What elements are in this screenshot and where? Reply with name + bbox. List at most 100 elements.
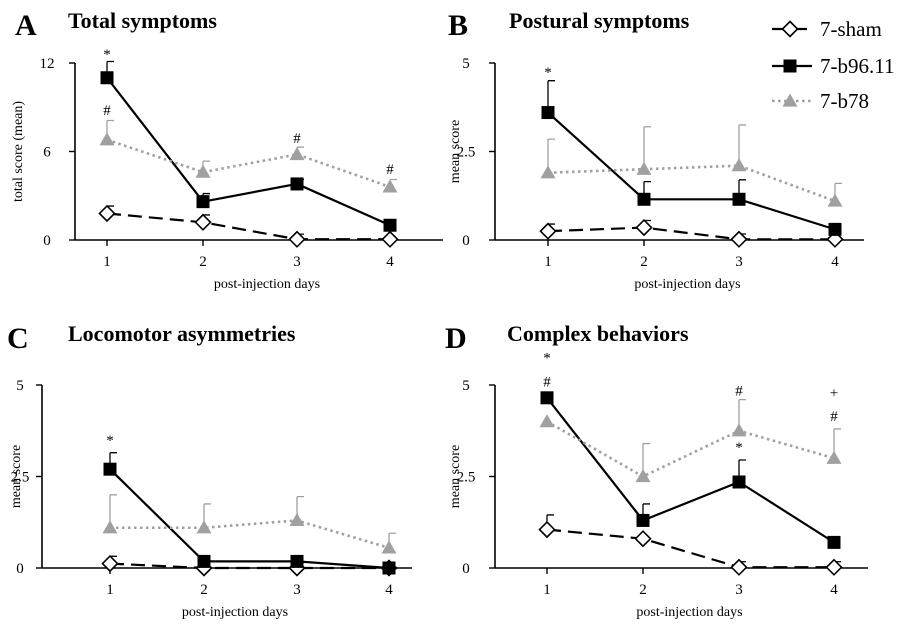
x-axis-label: post-injection days xyxy=(634,277,740,292)
panel-letter: A xyxy=(15,9,37,42)
significance-marker: # xyxy=(386,162,394,178)
significance-marker: # xyxy=(735,383,743,399)
x-tick-label: 3 xyxy=(293,254,301,270)
series-line xyxy=(109,562,389,570)
x-tick-label: 4 xyxy=(831,254,839,270)
series-line xyxy=(546,528,834,569)
series-7-b78 xyxy=(99,119,398,193)
legend: 7-sham 7-b96.11 7-b78 xyxy=(772,17,894,113)
data-point xyxy=(99,132,115,146)
data-point xyxy=(828,222,842,236)
significance-marker: # xyxy=(103,103,111,119)
data-point xyxy=(827,535,841,549)
data-point xyxy=(730,558,748,576)
panel-title: Total symptoms xyxy=(68,8,217,33)
series-line xyxy=(547,164,836,203)
x-tick-label: 1 xyxy=(543,582,551,598)
data-point xyxy=(637,192,651,206)
data-point xyxy=(539,222,557,240)
series-line xyxy=(110,519,390,550)
legend-label: 7-sham xyxy=(820,17,882,41)
significance-marker: # xyxy=(293,131,301,147)
data-point xyxy=(197,554,211,568)
series-line xyxy=(109,468,390,570)
error-bar xyxy=(643,126,651,170)
data-point xyxy=(635,218,653,237)
significance-marker: + xyxy=(830,385,838,401)
series-line xyxy=(546,420,835,478)
significance-marker: * xyxy=(543,351,551,367)
data-point xyxy=(381,230,399,248)
error-bar xyxy=(738,124,746,166)
x-tick-label: 3 xyxy=(293,582,301,598)
y-axis-label: mean score xyxy=(448,445,463,508)
data-point xyxy=(196,520,212,534)
y-axis-label: mean score xyxy=(448,120,463,183)
y-tick-label: 5 xyxy=(462,56,470,72)
chart-panel-c: C Locomotor asymmetries 0 2.5 5 1 2 3 4 post-inje… xyxy=(7,321,412,620)
x-tick-label: 2 xyxy=(639,582,647,598)
series-7-sham xyxy=(539,218,844,248)
data-point xyxy=(290,554,304,568)
y-tick-label: 2.5 xyxy=(457,145,476,161)
legend-label: 7-b78 xyxy=(820,89,869,113)
data-point xyxy=(196,195,210,209)
significance-marker: # xyxy=(543,374,551,390)
series-7-b96-11 xyxy=(540,391,841,549)
data-point xyxy=(540,165,556,179)
data-point xyxy=(732,475,746,489)
data-point xyxy=(381,540,397,554)
data-point xyxy=(194,213,212,231)
y-tick-label: 0 xyxy=(43,233,51,249)
y-axis-label: mean score xyxy=(9,445,24,508)
series-7-sham xyxy=(98,204,399,248)
data-point xyxy=(288,230,306,248)
data-point xyxy=(383,218,397,232)
data-point xyxy=(635,469,651,483)
x-tick-label: 1 xyxy=(544,254,552,270)
x-tick-label: 2 xyxy=(199,254,207,270)
panel-letter: C xyxy=(7,322,29,355)
legend-marker xyxy=(783,59,797,73)
chart-panel-d: D Complex behaviors 0 2.5 5 1 2 3 4 post-injectio… xyxy=(445,321,868,620)
series-7-b78 xyxy=(540,124,843,207)
series-7-sham xyxy=(538,514,843,576)
legend-marker xyxy=(781,20,799,38)
panel-title: Postural symptoms xyxy=(509,8,690,33)
series-7-b78 xyxy=(102,494,397,554)
data-point xyxy=(825,558,843,576)
panel-title: Complex behaviors xyxy=(507,321,689,346)
data-point xyxy=(382,179,398,193)
data-point xyxy=(731,158,747,172)
significance-marker: * xyxy=(544,65,552,81)
y-tick-label: 5 xyxy=(462,378,470,394)
series-7-b96-11 xyxy=(541,80,842,236)
series-7-b96-11 xyxy=(103,452,396,575)
data-point xyxy=(103,462,117,476)
data-point xyxy=(541,106,555,120)
data-point xyxy=(289,512,305,527)
x-axis-label: post-injection days xyxy=(214,277,320,292)
y-tick-label: 5 xyxy=(16,378,24,394)
data-point xyxy=(636,513,650,527)
x-axis-label: post-injection days xyxy=(636,605,742,620)
x-tick-label: 2 xyxy=(640,254,648,270)
panel-letter: B xyxy=(448,9,468,42)
data-point xyxy=(827,193,843,207)
legend-entry: 7-b78 xyxy=(772,89,869,113)
x-axis-label: post-injection days xyxy=(182,605,288,620)
legend-label: 7-b96.11 xyxy=(820,54,894,78)
panel-title: Locomotor asymmetries xyxy=(68,321,296,346)
series-7-b78 xyxy=(539,398,842,483)
x-tick-label: 4 xyxy=(386,254,394,270)
data-point xyxy=(730,230,748,248)
series-line xyxy=(546,397,835,544)
x-tick-label: 4 xyxy=(385,582,393,598)
legend-entry: 7-sham xyxy=(772,17,882,41)
significance-marker: # xyxy=(830,409,838,425)
significance-marker: * xyxy=(103,47,111,63)
series-line xyxy=(106,212,390,241)
data-point xyxy=(636,161,652,175)
data-point xyxy=(195,164,211,178)
y-tick-label: 0 xyxy=(462,233,470,249)
